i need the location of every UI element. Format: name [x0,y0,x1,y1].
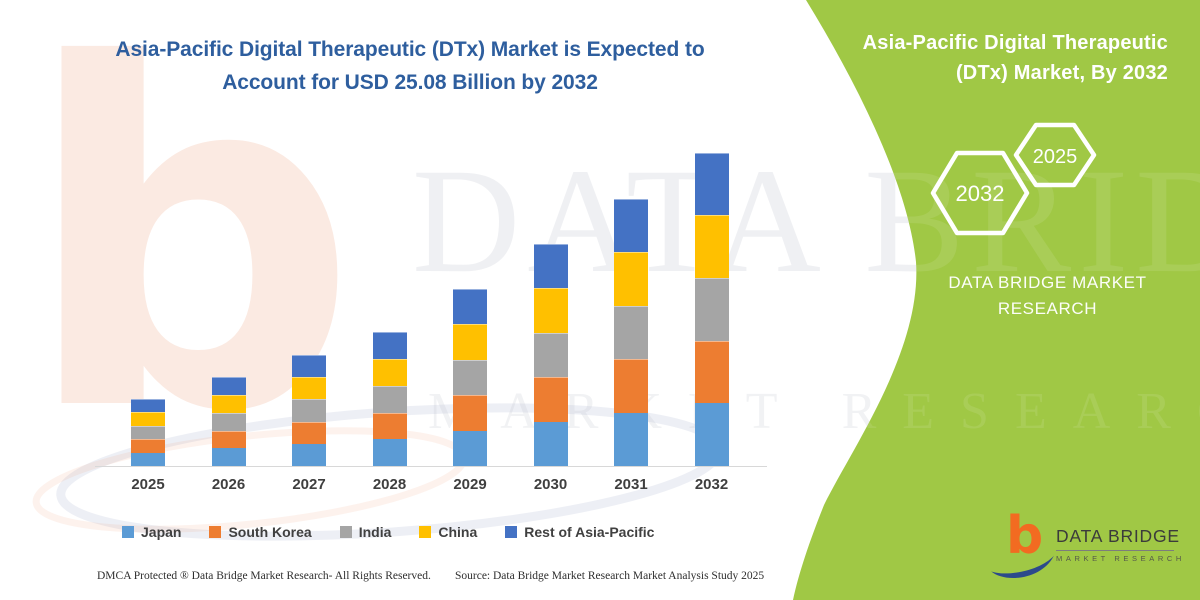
bar-segment-2025-india [131,425,165,440]
bar-segment-2032-china [694,215,729,279]
bar-segment-2025-south-korea [131,439,165,453]
bar-segment-2026-japan [211,448,246,466]
bar-segment-2031-china [614,252,648,306]
bar-segment-2031-south-korea [614,359,648,413]
legend-label: China [438,524,478,540]
bar-segment-2029-japan [453,430,487,466]
chart-title-line1: Asia-Pacific Digital Therapeutic (DTx) M… [115,38,705,61]
legend-label: India [358,524,392,540]
bar-segment-2027-south-korea [292,421,326,444]
bar-segment-2025-china [131,412,165,426]
x-axis-label-2028: 2028 [372,476,407,493]
bar-segment-2026-rest-of-asia-pacific [211,377,246,396]
bar-segment-2030-south-korea [533,377,568,422]
x-axis-label-2027: 2027 [292,476,326,493]
chart-title: Asia-Pacific Digital Therapeutic (DTx) M… [90,34,730,99]
bar-segment-2032-rest-of-asia-pacific [694,152,729,216]
legend-item-india: India [339,524,392,540]
x-axis-label-2025: 2025 [131,476,165,493]
x-axis-label-2031: 2031 [614,476,648,493]
legend-label: Japan [141,524,182,540]
x-axis-label-2030: 2030 [533,476,568,493]
bar-segment-2029-china [453,324,487,360]
bar-segment-2029-south-korea [453,395,487,431]
legend-item-south-korea: South Korea [209,524,312,540]
legend-item-rest-of-asia-pacific: Rest of Asia-Pacific [505,524,654,540]
bar-segment-2031-japan [614,412,648,466]
footer-copyright: DMCA Protected ® Data Bridge Market Rese… [97,570,431,582]
bar-segment-2031-rest-of-asia-pacific [614,198,648,253]
bar-segment-2028-china [372,359,407,386]
bar-segment-2030-rest-of-asia-pacific [533,243,568,289]
bar-segment-2030-india [533,332,568,378]
bar-segment-2027-japan [292,443,326,466]
legend-label: Rest of Asia-Pacific [524,524,655,540]
bar-segment-2026-south-korea [211,430,246,449]
bar-segment-2030-japan [533,421,568,466]
x-axis-line [95,466,767,467]
bar-segment-2025-japan [131,452,165,466]
bar-segment-2031-india [614,305,648,360]
footer-source: Source: Data Bridge Market Research Mark… [455,570,765,582]
legend-swatch [505,526,518,538]
bar-segment-2032-india [694,278,729,341]
x-axis-label-2032: 2032 [694,476,729,493]
bar-segment-2026-india [211,412,246,431]
legend: Japan South Korea India China Rest of Asia-P… [122,524,654,540]
bar-segment-2028-rest-of-asia-pacific [372,332,407,360]
x-axis-label-2029: 2029 [453,476,487,493]
legend-swatch [122,526,134,538]
bar-segment-2028-japan [372,439,407,466]
legend-swatch [339,526,352,538]
legend-item-china: China [419,524,477,540]
bar-segment-2029-india [453,359,487,396]
bar-segment-2032-japan [694,403,729,466]
bar-segment-2025-rest-of-asia-pacific [131,398,165,413]
bar-segment-2028-south-korea [372,412,407,440]
legend-swatch [419,526,432,538]
legend-swatch [209,526,222,538]
bar-segment-2027-india [292,399,326,422]
bar-segment-2029-rest-of-asia-pacific [453,288,487,325]
bar-segment-2027-rest-of-asia-pacific [292,354,326,378]
bar-segment-2028-india [372,385,407,413]
bar-segment-2032-south-korea [694,340,729,404]
bar-segment-2027-china [292,377,326,400]
x-axis-label-2026: 2026 [211,476,246,493]
chart-title-line2: Account for USD 25.08 Billion by 2032 [222,70,598,94]
legend-label: South Korea [228,524,312,540]
bar-segment-2030-china [533,288,568,333]
bar-segment-2026-china [211,395,246,413]
legend-item-japan: Japan [122,524,181,540]
